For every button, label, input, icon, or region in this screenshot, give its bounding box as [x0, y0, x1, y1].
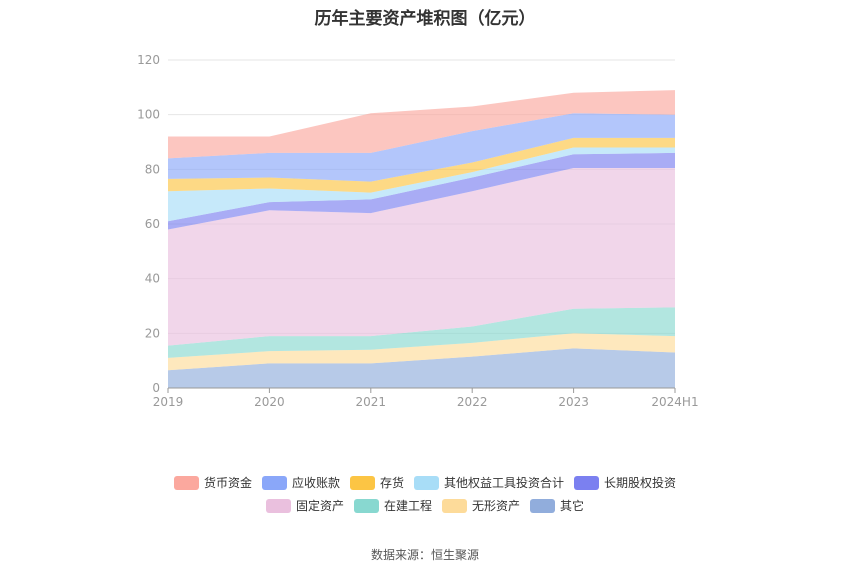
legend-swatch: [261, 475, 287, 490]
y-tick-label: 40: [145, 272, 160, 286]
area-series-应收账款: 应收账款: [168, 113, 675, 182]
legend-item[interactable]: 固定资产: [265, 497, 344, 514]
legend-swatch: [574, 475, 600, 490]
x-tick-label: 2019: [153, 395, 184, 409]
x-tick-label: 2020: [254, 395, 285, 409]
legend-item[interactable]: 其它: [530, 497, 584, 514]
x-tick-label: 2024H1: [651, 395, 698, 409]
x-tick-label: 2023: [558, 395, 589, 409]
y-tick-label: 20: [145, 326, 160, 340]
axes: 0 20 40 60 80 100 120 2019 2020 2021 2022 2023 2024H…: [137, 53, 699, 409]
legend-item[interactable]: 货币资金: [173, 474, 252, 491]
legend-item[interactable]: 无形资产: [442, 497, 520, 514]
area-series-货币资金: 货币资金: [168, 90, 675, 159]
legend-swatch: [353, 498, 379, 513]
y-tick-label: 100: [137, 108, 160, 122]
legend-row: 货币资金 应收账款 存货 其他权益工具投资合计 长期股权投资: [0, 474, 850, 491]
area-series-存货: 存货: [168, 137, 675, 193]
legend-label: 其它: [560, 499, 585, 513]
legend-swatch: [414, 475, 439, 490]
area-series-长期股权投资: 长期股权投资: [168, 152, 675, 230]
legend-item[interactable]: 应收账款: [261, 474, 340, 491]
y-tick-label: 80: [145, 162, 160, 176]
legend-label: 无形资产: [472, 499, 521, 513]
area-series-layer: 其它无形资产在建工程固定资产长期股权投资其他权益工具投资合计存货应收账款货币资金: [168, 90, 675, 388]
x-tick-label: 2022: [457, 395, 488, 409]
y-tick-label: 0: [152, 381, 160, 395]
legend-label: 存货: [379, 476, 404, 490]
legend-swatch: [173, 475, 199, 490]
chart-title: 历年主要资产堆积图（亿元）: [314, 9, 536, 29]
legend-swatch: [265, 498, 291, 513]
area-series-固定资产: 固定资产: [168, 168, 675, 346]
legend-label: 其他权益工具投资合计: [444, 476, 565, 490]
legend-label: 在建工程: [383, 499, 432, 513]
legend-swatch: [349, 475, 375, 490]
legend-row: 固定资产 在建工程 无形资产 其它: [0, 497, 850, 514]
area-series-在建工程: 在建工程: [168, 307, 675, 358]
legend-swatch: [442, 498, 467, 513]
legend-label: 长期股权投资: [604, 476, 677, 490]
area-series-其它: 其它: [168, 348, 675, 388]
legend-item[interactable]: 存货: [349, 474, 404, 491]
data-source-note: 数据来源：恒生聚源: [370, 548, 479, 562]
y-tick-label: 60: [145, 217, 160, 231]
x-tick-label: 2021: [356, 395, 387, 409]
y-tick-label: 120: [137, 53, 160, 67]
area-series-无形资产: 无形资产: [168, 333, 675, 371]
legend-item[interactable]: 长期股权投资: [574, 474, 676, 491]
legend-label: 固定资产: [295, 499, 344, 513]
legend-label: 应收账款: [291, 476, 340, 490]
legend-item[interactable]: 在建工程: [353, 497, 432, 514]
area-series-其他权益工具投资合计: 其他权益工具投资合计: [168, 147, 675, 222]
legend-swatch: [530, 498, 556, 513]
legend-label: 货币资金: [203, 476, 252, 490]
legend-item[interactable]: 其他权益工具投资合计: [414, 474, 564, 491]
